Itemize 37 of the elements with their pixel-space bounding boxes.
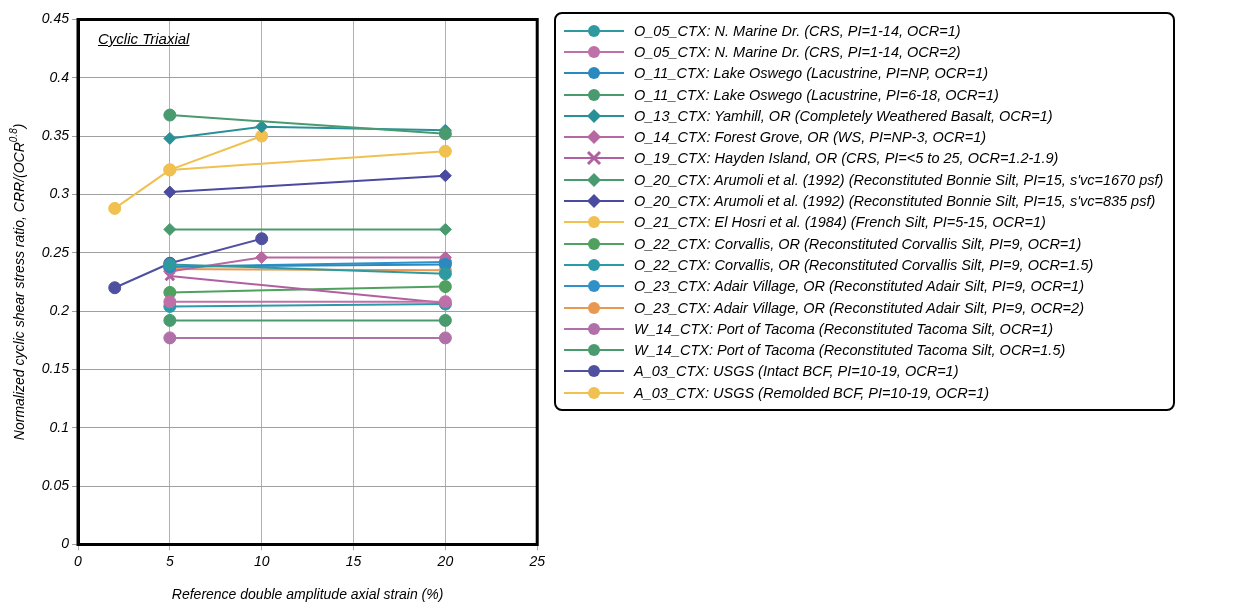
x-tick-label: 10 — [253, 552, 270, 569]
y-tick-label: 0.4 — [49, 68, 70, 85]
legend-label: W_14_CTX: Port of Tacoma (Reconstituted Tacoma Silt, OCR=1.5) — [634, 342, 1066, 359]
legend-label: O_23_CTX: Adair Village, OR (Reconstituted Adair Silt, PI=9, OCR=1) — [634, 278, 1084, 295]
legend-label: O_11_CTX: Lake Oswego (Lacustrine, PI=6-18, OCR=1) — [634, 86, 999, 103]
y-tick-label: 0.2 — [49, 301, 70, 318]
y-tick-label: 0 — [61, 535, 70, 552]
x-tick-label: 25 — [528, 552, 546, 569]
legend-label: O_05_CTX: N. Marine Dr. (CRS, PI=1-14, OCR=1) — [634, 22, 961, 39]
y-axis-title: Normalized cyclic shear stress ratio, CRR/(OCR0.8) — [7, 123, 27, 441]
legend-label: O_20_CTX: Arumoli et al. (1992) (Reconstituted Bonnie Silt, PI=15, s'vc=1670 psf) — [634, 171, 1164, 188]
x-tick-label: 15 — [345, 552, 362, 569]
legend-label: A_03_CTX: USGS (Remolded BCF, PI=10-19, OCR=1) — [634, 384, 990, 401]
legend-label: O_22_CTX: Corvallis, OR (Reconstituted Corvallis Silt, PI=9, OCR=1) — [634, 235, 1082, 252]
legend-label: O_05_CTX: N. Marine Dr. (CRS, PI=1-14, OCR=2) — [634, 43, 961, 60]
y-tick-label: 0.45 — [41, 10, 70, 27]
y-tick-label: 0.15 — [41, 360, 70, 377]
legend-label: A_03_CTX: USGS (Intact BCF, PI=10-19, OCR=1) — [634, 363, 959, 380]
x-tick-label: 5 — [165, 552, 174, 569]
y-tick-label: 0.05 — [41, 476, 70, 493]
annotation: Cyclic Triaxial — [98, 30, 190, 47]
x-tick-label: 0 — [74, 552, 83, 569]
legend-label: O_13_CTX: Yamhill, OR (Completely Weathered Basalt, OCR=1) — [634, 107, 1053, 124]
y-tick-label: 0.25 — [41, 243, 70, 260]
legend-label: O_11_CTX: Lake Oswego (Lacustrine, PI=NP, OCR=1) — [634, 65, 989, 82]
legend-label: O_23_CTX: Adair Village, OR (Reconstituted Adair Silt, PI=9, OCR=2) — [634, 299, 1084, 316]
y-tick-label: 0.3 — [49, 185, 70, 202]
y-tick-label: 0.35 — [41, 126, 70, 143]
legend-label: O_19_CTX: Hayden Island, OR (CRS, PI=<5 to 25, OCR=1.2-1.9) — [634, 150, 1059, 167]
x-tick-label: 20 — [436, 552, 454, 569]
legend-label: W_14_CTX: Port of Tacoma (Reconstituted Tacoma Silt, OCR=1) — [634, 320, 1054, 337]
y-tick-label: 0.1 — [49, 418, 69, 435]
legend-label: O_21_CTX: El Hosri et al. (1984) (French Silt, PI=5-15, OCR=1) — [634, 214, 1046, 231]
legend-label: O_20_CTX: Arumoli et al. (1992) (Reconstituted Bonnie Silt, PI=15, s'vc=835 psf) — [634, 193, 1156, 210]
legend-label: O_14_CTX: Forest Grove, OR (WS, PI=NP-3, OCR=1) — [634, 129, 987, 146]
legend-label: O_22_CTX: Corvallis, OR (Reconstituted Corvallis Silt, PI=9, OCR=1.5) — [634, 256, 1094, 273]
x-axis-title: Reference double amplitude axial strain (%) — [171, 586, 444, 603]
